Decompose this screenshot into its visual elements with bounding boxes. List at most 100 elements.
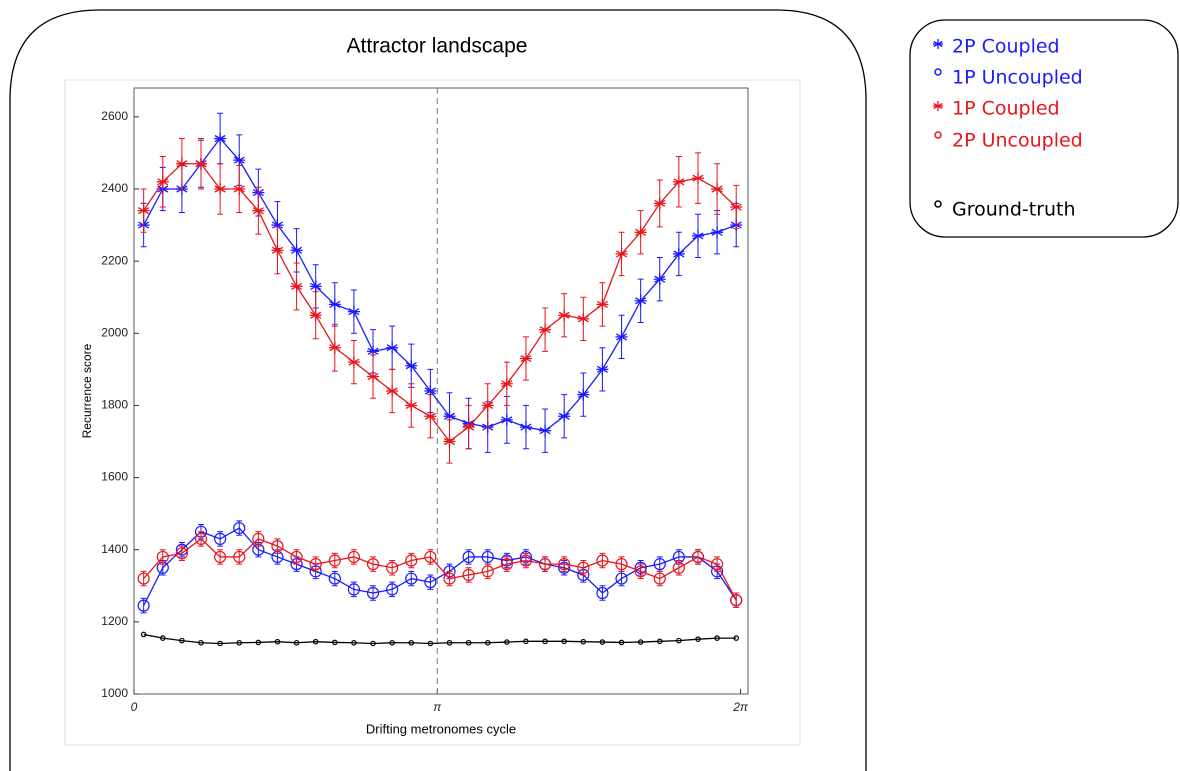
legend-marker bbox=[934, 68, 942, 76]
point-marker bbox=[615, 247, 628, 260]
series-line bbox=[143, 538, 737, 601]
point-marker bbox=[695, 636, 701, 642]
error-bar bbox=[522, 552, 529, 569]
point-marker bbox=[653, 197, 666, 210]
point-marker bbox=[691, 172, 704, 185]
point-marker bbox=[558, 410, 571, 423]
point-marker bbox=[519, 352, 532, 365]
point-marker bbox=[332, 639, 338, 646]
point-marker bbox=[427, 640, 434, 647]
point-marker bbox=[730, 594, 743, 607]
point-marker bbox=[159, 635, 166, 641]
point-marker bbox=[347, 550, 361, 564]
point-marker bbox=[137, 599, 150, 612]
plot-area bbox=[133, 87, 749, 695]
point-marker bbox=[462, 421, 475, 434]
point-marker bbox=[309, 280, 322, 293]
y-tick-label: 1800 bbox=[101, 398, 128, 412]
point-marker bbox=[672, 561, 685, 574]
point-marker bbox=[634, 565, 647, 578]
point-marker bbox=[596, 554, 609, 567]
chart-title: Attractor landscape bbox=[347, 35, 528, 58]
point-marker bbox=[538, 558, 552, 571]
point-marker bbox=[175, 157, 188, 170]
error-bar bbox=[465, 549, 472, 565]
error-bar bbox=[599, 585, 606, 601]
point-marker bbox=[596, 586, 609, 600]
legend-label: 1P Coupled bbox=[952, 98, 1060, 120]
point-marker bbox=[408, 639, 415, 646]
point-marker bbox=[691, 550, 705, 564]
point-marker bbox=[214, 532, 227, 545]
point-marker bbox=[711, 183, 724, 195]
point-marker bbox=[271, 244, 284, 257]
y-tick-label: 2000 bbox=[101, 325, 128, 339]
error-bar bbox=[542, 556, 549, 572]
error-bar bbox=[197, 531, 204, 547]
legend-marker bbox=[934, 131, 942, 139]
point-marker bbox=[389, 639, 395, 646]
point-marker bbox=[366, 558, 380, 571]
point-marker bbox=[481, 565, 494, 578]
error-bar bbox=[503, 556, 510, 572]
point-marker bbox=[519, 554, 533, 567]
point-marker bbox=[481, 399, 494, 412]
point-marker bbox=[156, 175, 169, 188]
point-marker bbox=[672, 175, 685, 188]
point-marker bbox=[271, 219, 284, 232]
point-marker bbox=[290, 280, 303, 293]
error-bar bbox=[446, 570, 453, 587]
point-marker bbox=[137, 572, 150, 585]
point-marker bbox=[542, 638, 548, 645]
series-line bbox=[143, 633, 737, 645]
point-marker bbox=[462, 568, 475, 582]
point-marker bbox=[405, 399, 418, 412]
error-bar bbox=[331, 552, 338, 569]
y-axis-label: Recurrence score bbox=[80, 343, 94, 438]
error-bar bbox=[350, 549, 357, 565]
point-marker bbox=[405, 359, 418, 372]
point-marker bbox=[465, 639, 472, 646]
point-marker bbox=[577, 312, 590, 325]
legend-box bbox=[909, 19, 1179, 238]
error-bar bbox=[236, 549, 243, 565]
point-marker bbox=[252, 204, 265, 217]
point-marker bbox=[500, 413, 513, 426]
error-bar bbox=[675, 560, 682, 576]
point-marker bbox=[599, 639, 606, 645]
point-marker bbox=[274, 638, 281, 645]
point-marker bbox=[561, 638, 567, 645]
series-line bbox=[143, 163, 737, 443]
error-bar bbox=[140, 570, 147, 587]
y-tick-label: 1400 bbox=[101, 542, 128, 556]
error-bar bbox=[178, 545, 185, 562]
point-marker bbox=[424, 550, 437, 564]
point-marker bbox=[233, 154, 246, 167]
legend-marker bbox=[933, 101, 943, 111]
point-marker bbox=[577, 561, 590, 574]
error-bar bbox=[217, 549, 224, 565]
point-marker bbox=[730, 201, 743, 214]
error-bar bbox=[656, 570, 663, 587]
point-marker bbox=[312, 638, 319, 645]
error-bar bbox=[312, 556, 319, 572]
legend-label: 1P Uncoupled bbox=[952, 67, 1083, 89]
point-marker bbox=[714, 635, 720, 641]
point-marker bbox=[328, 298, 341, 311]
point-marker bbox=[252, 532, 265, 545]
point-marker bbox=[328, 341, 341, 354]
point-marker bbox=[309, 309, 322, 322]
point-marker bbox=[328, 554, 341, 567]
legend-marker bbox=[933, 39, 943, 49]
point-marker bbox=[405, 572, 418, 585]
point-marker bbox=[367, 345, 380, 358]
error-bar bbox=[561, 556, 568, 572]
point-marker bbox=[347, 305, 360, 318]
point-marker bbox=[405, 554, 418, 567]
point-marker bbox=[523, 638, 529, 645]
point-marker bbox=[424, 576, 437, 589]
y-tick-label: 2400 bbox=[101, 181, 128, 195]
y-tick-label: 2200 bbox=[101, 253, 128, 267]
error-bar bbox=[714, 556, 721, 572]
point-marker bbox=[580, 638, 587, 645]
